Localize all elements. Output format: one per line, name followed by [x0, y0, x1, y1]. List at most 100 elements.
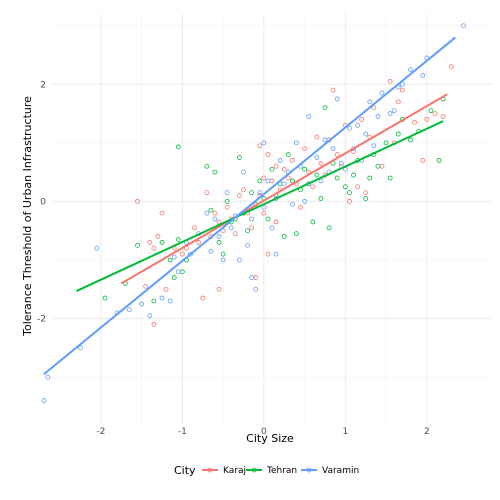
- data-point-karaj: [281, 166, 287, 172]
- data-point-tehran: [281, 234, 287, 239]
- data-point-varamin: [277, 158, 283, 163]
- data-point-karaj: [347, 199, 352, 204]
- data-point-varamin: [318, 178, 324, 184]
- data-point-varamin: [408, 67, 413, 73]
- data-point-varamin: [220, 257, 226, 263]
- data-point-varamin: [171, 254, 177, 260]
- data-point-varamin: [314, 155, 320, 160]
- data-point-varamin: [127, 307, 132, 313]
- data-point-tehran: [212, 169, 218, 175]
- data-point-karaj: [318, 160, 324, 166]
- data-point-varamin: [363, 131, 369, 137]
- data-point-karaj: [334, 152, 340, 157]
- data-point-tehran: [237, 155, 242, 160]
- data-point-karaj: [261, 175, 267, 181]
- data-point-tehran: [102, 295, 108, 301]
- data-point-karaj: [359, 117, 365, 122]
- data-point-karaj: [135, 199, 140, 204]
- data-point-tehran: [175, 237, 181, 242]
- data-point-varamin: [355, 122, 360, 128]
- data-point-varamin: [41, 398, 47, 403]
- data-point-karaj: [155, 234, 161, 239]
- data-point-tehran: [347, 190, 352, 196]
- data-point-karaj: [163, 286, 169, 292]
- data-point-karaj: [151, 245, 157, 251]
- data-point-tehran: [257, 178, 263, 184]
- data-point-tehran: [326, 225, 332, 231]
- data-point-karaj: [269, 178, 275, 184]
- data-point-varamin: [420, 73, 426, 78]
- data-point-varamin: [224, 190, 230, 196]
- data-point-varamin: [139, 301, 145, 307]
- data-point-tehran: [285, 152, 291, 157]
- data-point-tehran: [395, 131, 401, 137]
- data-point-varamin: [334, 96, 340, 102]
- trend-line-varamin: [43, 36, 456, 375]
- data-point-varamin: [461, 23, 466, 29]
- data-point-tehran: [302, 166, 307, 172]
- data-point-karaj: [265, 152, 271, 157]
- data-point-varamin: [347, 125, 352, 131]
- data-point-varamin: [399, 81, 405, 87]
- data-point-tehran: [224, 199, 230, 204]
- data-point-karaj: [310, 184, 316, 190]
- data-point-varamin: [375, 114, 381, 119]
- data-point-tehran: [245, 228, 250, 234]
- data-point-karaj: [216, 286, 222, 292]
- data-point-karaj: [289, 158, 295, 163]
- data-point-varamin: [306, 114, 312, 119]
- data-point-karaj: [249, 225, 255, 231]
- data-point-karaj: [196, 240, 202, 245]
- data-point-varamin: [289, 201, 295, 207]
- data-point-varamin: [216, 234, 222, 239]
- data-point-varamin: [167, 298, 173, 304]
- data-point-tehran: [314, 172, 320, 178]
- y-tick-label: -2: [37, 315, 46, 325]
- legend-label: Karaj: [223, 466, 246, 476]
- data-point-varamin: [253, 286, 259, 292]
- data-point-varamin: [281, 181, 287, 187]
- trend-line-karaj: [120, 93, 448, 285]
- data-point-varamin: [237, 257, 242, 263]
- legend: City Karaj Tehran Varamin: [174, 464, 359, 477]
- x-tick-label: 0: [261, 427, 267, 437]
- legend-key-point: [207, 467, 213, 473]
- data-point-tehran: [220, 251, 226, 257]
- data-point-karaj: [379, 163, 385, 169]
- data-point-tehran: [436, 158, 442, 163]
- data-point-tehran: [249, 190, 255, 196]
- data-point-tehran: [322, 105, 328, 111]
- data-point-karaj: [212, 210, 218, 216]
- data-point-tehran: [289, 178, 295, 184]
- data-point-varamin: [391, 108, 397, 114]
- data-point-varamin: [371, 143, 377, 149]
- data-point-karaj: [363, 190, 369, 196]
- grid: [52, 14, 492, 424]
- data-point-tehran: [387, 175, 393, 181]
- data-point-karaj: [257, 143, 263, 149]
- legend-item-tehran: Tehran: [246, 466, 297, 476]
- data-point-tehran: [408, 137, 413, 143]
- data-point-varamin: [273, 251, 279, 257]
- data-point-karaj: [200, 295, 206, 301]
- data-point-karaj: [147, 240, 153, 245]
- data-point-karaj: [273, 163, 279, 169]
- data-point-varamin: [78, 345, 83, 351]
- legend-title: City: [174, 464, 196, 477]
- data-point-varamin: [208, 248, 214, 254]
- data-point-karaj: [412, 119, 417, 125]
- data-point-karaj: [192, 225, 197, 231]
- data-point-varamin: [379, 90, 385, 96]
- data-point-karaj: [399, 87, 405, 93]
- data-point-varamin: [175, 269, 181, 275]
- data-point-varamin: [302, 199, 307, 204]
- x-tick-label: -1: [178, 427, 187, 437]
- legend-item-varamin: Varamin: [301, 466, 359, 476]
- data-point-varamin: [241, 169, 246, 175]
- data-point-karaj: [330, 87, 336, 93]
- data-point-karaj: [285, 175, 291, 181]
- data-point-tehran: [135, 242, 140, 248]
- trend-line-tehran: [76, 120, 444, 292]
